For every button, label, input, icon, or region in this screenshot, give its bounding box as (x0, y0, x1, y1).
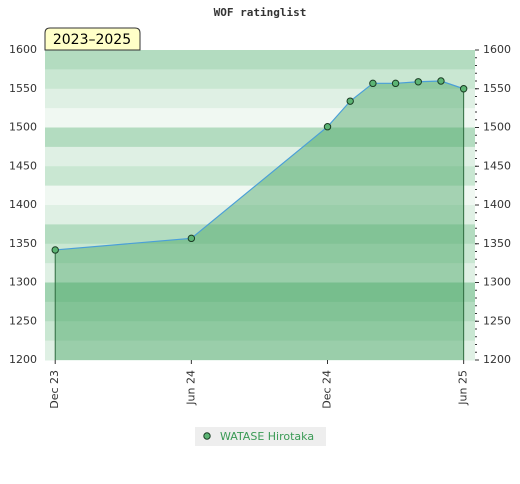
point (437, 77, 445, 85)
background-band (45, 108, 475, 128)
point (369, 79, 377, 88)
background-band (45, 282, 475, 303)
y2-tick-label: 1550 (483, 82, 511, 95)
y-tick-label: 1300 (9, 276, 37, 289)
y-tick-label: 1250 (9, 314, 37, 327)
point (51, 246, 59, 254)
chart-title: WOF ratinglist (214, 6, 307, 19)
point (459, 85, 468, 93)
annotation: 2023–2025 (53, 32, 131, 48)
background-band (45, 224, 475, 245)
y2-tick-label: 1400 (483, 198, 511, 211)
legend-box (195, 427, 326, 446)
background-band (45, 127, 475, 148)
y-tick-label: 1400 (9, 198, 37, 211)
background-band (45, 205, 475, 225)
point (187, 234, 196, 243)
y-tick-label: 1550 (9, 82, 37, 95)
y2-tick-label: 1600 (483, 43, 511, 56)
x-tick-label: Dec 23 (48, 370, 61, 409)
y-tick-label: 1350 (9, 237, 37, 250)
background-band (45, 185, 475, 206)
point (323, 123, 332, 131)
y2-tick-label: 1200 (483, 353, 511, 366)
y2-tick-label: 1500 (483, 121, 511, 134)
background-band (45, 50, 475, 70)
point (391, 79, 400, 88)
y-tick-label: 1600 (9, 43, 37, 56)
background-band (45, 166, 475, 187)
background-band (45, 88, 475, 109)
y2-tick-label: 1250 (483, 314, 511, 327)
y-tick-label: 1450 (9, 159, 37, 172)
area (55, 81, 464, 360)
point (346, 97, 354, 105)
background-band (45, 301, 475, 322)
background-band (45, 243, 475, 264)
x-tick-label: Dec 24 (321, 370, 334, 409)
legend-marker (203, 432, 211, 440)
y-tick-label: 1200 (9, 353, 37, 366)
background-band (45, 321, 475, 342)
x-tick-label: Jun 24 (184, 370, 197, 406)
background-band (45, 69, 475, 90)
background-band (45, 263, 475, 283)
y2-tick-label: 1300 (483, 276, 511, 289)
y2-tick-label: 1450 (483, 159, 511, 172)
y-tick-label: 1500 (9, 121, 37, 134)
annotation-box (44, 27, 141, 51)
y2-tick-label: 1350 (483, 237, 511, 250)
x-tick-label: Jun 25 (457, 370, 470, 406)
background-band (45, 340, 475, 361)
legend-label: WATASE Hirotaka (220, 430, 314, 443)
point (414, 78, 422, 86)
background-band (45, 146, 475, 167)
